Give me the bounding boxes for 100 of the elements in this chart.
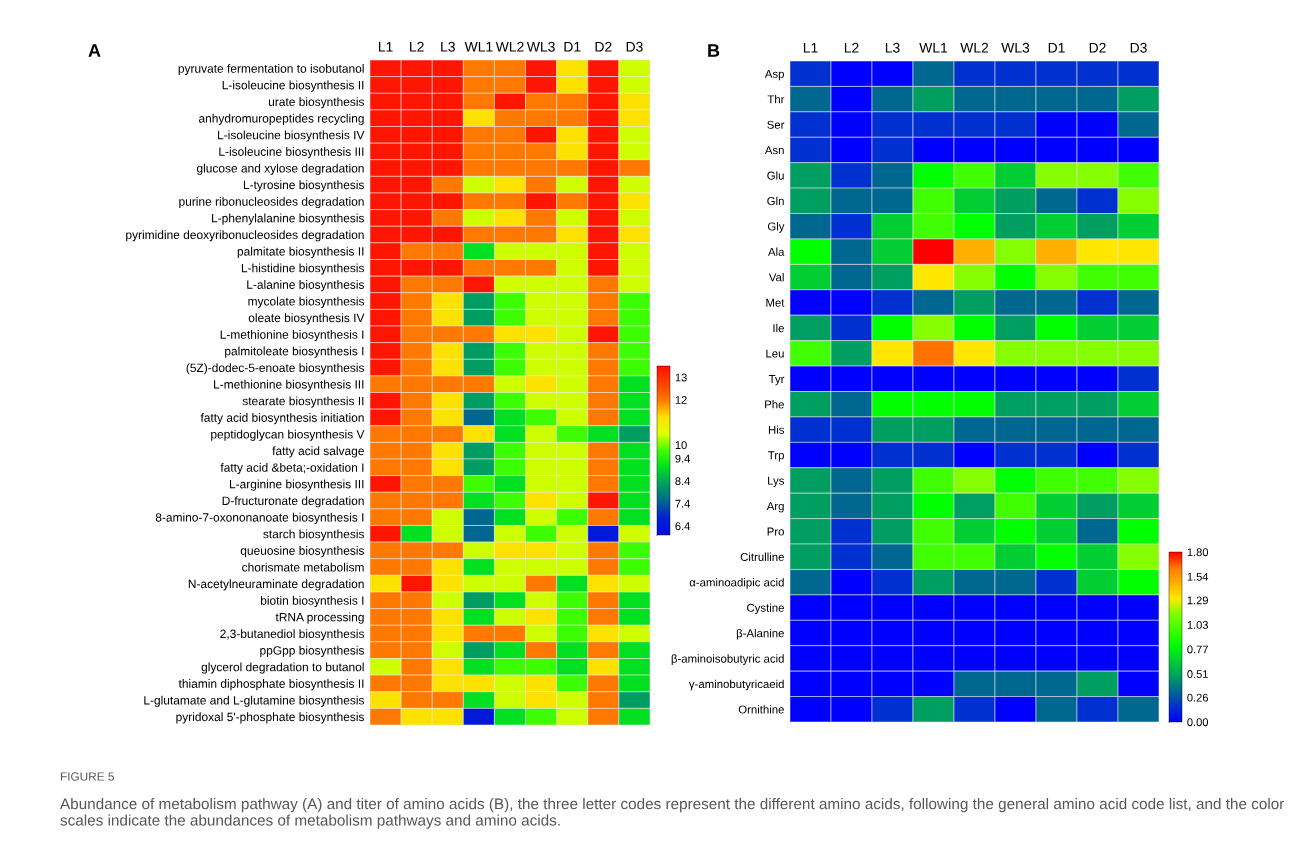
color-bar-label: 0.51 bbox=[1187, 670, 1208, 678]
x-tick-label: D3 bbox=[626, 41, 643, 52]
color-bar-label: 13 bbox=[675, 373, 687, 382]
y-tick-label: Ala bbox=[768, 247, 785, 256]
y-tick-label: L-methionine biosynthesis I bbox=[220, 329, 364, 342]
x-tick-label: WL2 bbox=[495, 41, 524, 52]
chart-title: B bbox=[708, 44, 720, 57]
text: Abundance of metabolism pathway (A) and titer of amino acids (B), the three letter codes represent the different amino acids, following the general amino acid code list, and the color scales indicate the abundances of metabolism pathways and amino acids. bbox=[60, 798, 1285, 829]
x-tick-label: L3 bbox=[441, 41, 455, 52]
y-tick-label: starch biosynthesis bbox=[263, 529, 365, 541]
y-tick-label: β-Alanine bbox=[736, 628, 784, 640]
x-tick-label: WL2 bbox=[960, 42, 989, 53]
x-tick-label: D2 bbox=[595, 41, 612, 52]
y-tick-label: ppGpp biosynthesis bbox=[260, 645, 365, 657]
y-tick-label: oleate biosynthesis IV bbox=[248, 313, 365, 325]
y-tick-label: thiamin diphosphate biosynthesis II bbox=[178, 679, 364, 691]
y-tick-label: D-fructuronate degradation bbox=[222, 496, 364, 508]
y-tick-label: Cystine bbox=[747, 603, 784, 615]
y-tick-label: fatty acid biosynthesis initiation bbox=[200, 413, 364, 425]
y-tick-label: Gly bbox=[767, 222, 785, 233]
y-tick-label: (5Z)-dodec-5-enoate biosynthesis bbox=[186, 363, 365, 375]
x-tick-label: WL1 bbox=[464, 42, 493, 52]
y-tick-label: stearate biosynthesis II bbox=[242, 396, 364, 408]
y-tick-label: pyrimidine deoxyribonucleosides degradation bbox=[126, 230, 364, 242]
y-tick-label: Arg bbox=[766, 502, 784, 513]
y-tick-label: glucose and xylose degradation bbox=[196, 163, 364, 175]
y-tick-label: purine ribonucleosides degradation bbox=[179, 196, 364, 209]
y-tick-label: palmitoleate biosynthesis I bbox=[225, 346, 364, 358]
y-tick-label: Thr bbox=[767, 95, 785, 104]
y-tick-label: Met bbox=[766, 298, 785, 307]
y-tick-label: tRNA processing bbox=[275, 612, 364, 624]
y-tick-label: Phe bbox=[765, 400, 784, 409]
color-bar-label: 0.77 bbox=[1187, 645, 1208, 654]
y-tick-label: N-acetylneuraminate degradation bbox=[188, 579, 364, 591]
y-tick-label: 8-amino-7-oxononanoate biosynthesis I bbox=[155, 512, 364, 524]
y-tick-label: Val bbox=[768, 272, 784, 282]
color-bar-label: 10 bbox=[675, 441, 687, 449]
y-tick-label: L-arginine biosynthesis III bbox=[229, 479, 364, 491]
y-tick-label: L-isoleucine biosynthesis III bbox=[219, 147, 364, 159]
y-tick-label: anhydromuropeptides recycling bbox=[198, 113, 364, 125]
y-tick-label: L-methionine biosynthesis III bbox=[214, 379, 364, 391]
x-tick-label: WL3 bbox=[526, 41, 555, 52]
x-tick-label: D3 bbox=[1130, 42, 1147, 53]
y-tick-label: Ornithine bbox=[738, 705, 784, 714]
color-bar-label: 8.4 bbox=[675, 477, 690, 486]
caption: FIGURE 5 bbox=[60, 772, 114, 781]
y-tick-label: 2,3-butanediol biosynthesis bbox=[220, 629, 365, 641]
y-tick-label: L-isoleucine biosynthesis II bbox=[222, 80, 364, 92]
text: A bbox=[88, 44, 101, 57]
y-tick-label: L-isoleucine biosynthesis IV bbox=[218, 130, 365, 142]
x-tick-label: L2 bbox=[410, 41, 424, 52]
color-bar-label: 1.80 bbox=[1187, 548, 1209, 557]
x-tick-label: L1 bbox=[378, 42, 393, 52]
y-tick-label: α-aminoadipic acid bbox=[689, 578, 784, 589]
x-tick-label: L2 bbox=[844, 42, 859, 53]
y-tick-label: Citrulline bbox=[740, 552, 784, 561]
color-bar-label: 1.54 bbox=[1187, 572, 1209, 581]
y-tick-label: γ-aminobutyricaeid bbox=[688, 679, 784, 691]
y-tick-label: L-alanine biosynthesis bbox=[247, 280, 365, 292]
color-bar-label: 6.4 bbox=[675, 522, 690, 531]
y-tick-label: pyruvate fermentation to isobutanol bbox=[178, 63, 364, 76]
y-tick-label: Ser bbox=[767, 120, 785, 129]
y-tick-label: peptidoglycan biosynthesis V bbox=[211, 429, 365, 441]
y-tick-label: Asp bbox=[764, 70, 784, 81]
y-tick-label: His bbox=[768, 425, 785, 434]
color-bar-label: 9.4 bbox=[675, 454, 690, 463]
y-tick-label: Pro bbox=[767, 527, 784, 536]
y-tick-label: Lys bbox=[768, 476, 785, 487]
y-tick-label: urate biosynthesis bbox=[268, 97, 365, 109]
y-tick-label: Leu bbox=[766, 349, 784, 358]
color-bar-label: 0.00 bbox=[1187, 718, 1209, 727]
x-tick-label: D1 bbox=[564, 42, 581, 52]
y-tick-label: biotin biosynthesis I bbox=[260, 595, 364, 608]
y-tick-label: L-histidine biosynthesis bbox=[241, 263, 365, 275]
color-bar-label: 1.29 bbox=[1187, 596, 1208, 605]
y-tick-label: Tyr bbox=[768, 375, 785, 386]
y-tick-label: β-aminoisobutyric acid bbox=[671, 654, 784, 665]
x-tick-label: WL3 bbox=[1001, 42, 1030, 53]
y-tick-label: pyridoxal 5'-phosphate biosynthesis bbox=[176, 712, 365, 724]
y-tick-label: fatty acid salvage bbox=[272, 446, 364, 458]
x-tick-label: L1 bbox=[803, 43, 818, 53]
y-tick-label: L-glutamate and L-glutamine biosynthesis bbox=[144, 695, 365, 707]
y-tick-label: Glu bbox=[767, 171, 784, 180]
y-tick-label: glycerol degradation to butanol bbox=[201, 662, 364, 674]
y-tick-label: mycolate biosynthesis bbox=[248, 296, 365, 308]
x-tick-label: D2 bbox=[1089, 42, 1106, 53]
x-tick-label: WL1 bbox=[919, 43, 948, 53]
color-bar-label: 7.4 bbox=[675, 499, 690, 508]
x-tick-label: D1 bbox=[1048, 43, 1065, 53]
color-bar-label: 12 bbox=[675, 396, 687, 404]
x-tick-label: L3 bbox=[885, 42, 900, 53]
color-bar-label: 1.03 bbox=[1187, 620, 1208, 629]
y-tick-label: chorismate metabolism bbox=[242, 562, 364, 572]
y-tick-label: palmitate biosynthesis II bbox=[237, 246, 364, 258]
y-tick-label: Gln bbox=[767, 196, 784, 206]
y-tick-label: Ile bbox=[773, 323, 784, 333]
color-bar-label: 0.26 bbox=[1187, 693, 1208, 702]
y-tick-label: Asn bbox=[764, 146, 784, 155]
y-tick-label: L-tyrosine biosynthesis bbox=[243, 180, 365, 192]
y-tick-label: Trp bbox=[768, 451, 784, 462]
